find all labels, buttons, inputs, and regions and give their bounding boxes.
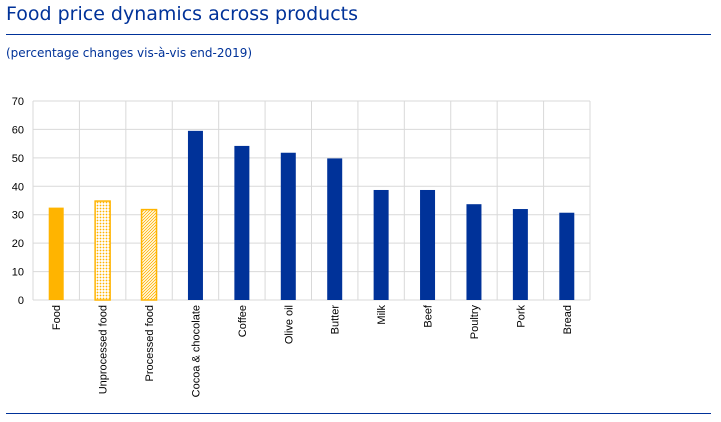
x-tick-label: Bread [562, 305, 574, 334]
bar-food [48, 207, 64, 300]
x-tick-label: Butter [330, 305, 342, 335]
bar-unprocessed-food [94, 200, 111, 301]
grid [32, 100, 591, 301]
x-axis-labels: Food Unprocessed food Processed food Cocoa … [51, 304, 574, 397]
x-tick-label: Beef [423, 304, 435, 328]
x-tick-label: Unprocessed food [98, 305, 110, 394]
chart-subtitle: (percentage changes vis-à-vis end-2019) [6, 46, 253, 60]
y-tick-label: 20 [12, 238, 24, 250]
x-tick-label: Cocoa & chocolate [190, 305, 202, 397]
bar-butter [327, 158, 343, 300]
x-tick-label: Milk [376, 305, 388, 325]
x-tick-label: Food [51, 305, 63, 330]
y-axis: 0 10 20 30 40 50 60 70 [12, 96, 24, 307]
x-tick-label: Processed food [144, 305, 156, 381]
x-tick-label: Pork [515, 305, 527, 328]
bar-milk [373, 189, 389, 300]
y-tick-label: 50 [12, 153, 24, 165]
bar-olive-oil [280, 152, 296, 300]
y-tick-label: 0 [18, 295, 24, 307]
chart-title: Food price dynamics across products [6, 3, 359, 25]
bottom-rule [6, 413, 711, 414]
title-rule [6, 34, 711, 35]
y-tick-label: 10 [12, 267, 24, 279]
bar-beef [420, 189, 436, 300]
bar-cocoa-chocolate [187, 130, 203, 300]
bar-pork [512, 209, 528, 300]
y-tick-label: 40 [12, 181, 24, 193]
y-tick-label: 70 [12, 96, 24, 108]
x-tick-label: Poultry [469, 305, 481, 340]
bars [48, 130, 575, 301]
x-tick-label: Coffee [237, 305, 249, 337]
bar-poultry [466, 204, 482, 300]
y-tick-label: 60 [12, 124, 24, 136]
y-tick-label: 30 [12, 210, 24, 222]
bar-coffee [234, 145, 250, 300]
bar-bread [559, 212, 575, 300]
bar-processed-food [140, 208, 158, 301]
x-tick-label: Olive oil [283, 305, 295, 344]
